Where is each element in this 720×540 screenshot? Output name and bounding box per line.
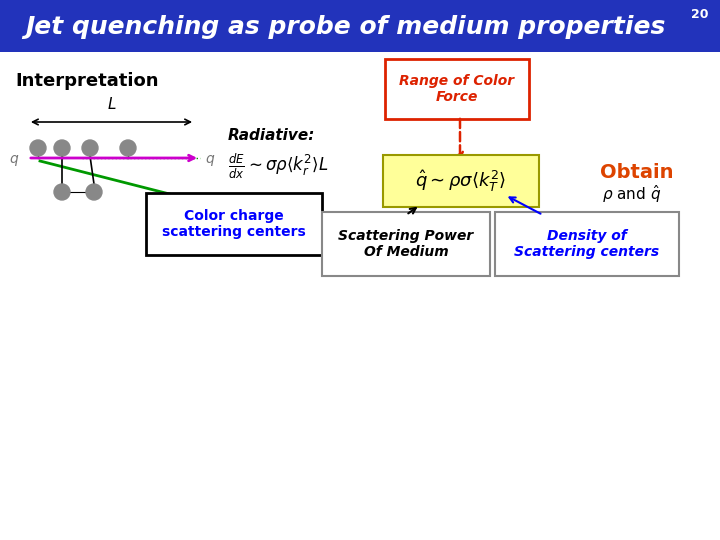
- Circle shape: [54, 184, 70, 200]
- FancyBboxPatch shape: [385, 59, 529, 119]
- FancyBboxPatch shape: [322, 212, 490, 276]
- Circle shape: [30, 140, 46, 156]
- Circle shape: [86, 184, 102, 200]
- Circle shape: [82, 140, 98, 156]
- Bar: [0, 0, 720, 52]
- Text: $\rho$ and $\hat{q}$: $\rho$ and $\hat{q}$: [602, 183, 661, 205]
- Text: Range of Color
Force: Range of Color Force: [400, 74, 515, 104]
- Text: 20: 20: [691, 8, 708, 21]
- Text: q: q: [9, 152, 18, 166]
- Circle shape: [120, 140, 136, 156]
- Text: Obtain: Obtain: [600, 163, 673, 182]
- Text: Radiative:: Radiative:: [228, 128, 315, 143]
- Text: g: g: [197, 203, 206, 217]
- Text: $\hat{q} \sim \rho\sigma\langle k_T^2\rangle$: $\hat{q} \sim \rho\sigma\langle k_T^2\ra…: [415, 168, 507, 194]
- Text: Scattering Power
Of Medium: Scattering Power Of Medium: [338, 229, 474, 259]
- Text: Jet quenching as probe of medium properties: Jet quenching as probe of medium propert…: [24, 15, 665, 39]
- Text: Color charge
scattering centers: Color charge scattering centers: [162, 209, 306, 239]
- Text: $\frac{dE}{dx}\sim\sigma\rho\langle k_r^2\rangle L$: $\frac{dE}{dx}\sim\sigma\rho\langle k_r^…: [228, 152, 328, 181]
- FancyBboxPatch shape: [383, 155, 539, 207]
- FancyBboxPatch shape: [146, 193, 322, 255]
- Text: $L$: $L$: [107, 96, 117, 112]
- FancyBboxPatch shape: [495, 212, 679, 276]
- Circle shape: [54, 140, 70, 156]
- Text: Density of
Scattering centers: Density of Scattering centers: [514, 229, 660, 259]
- Text: Interpretation: Interpretation: [15, 72, 158, 90]
- Text: q: q: [205, 152, 214, 166]
